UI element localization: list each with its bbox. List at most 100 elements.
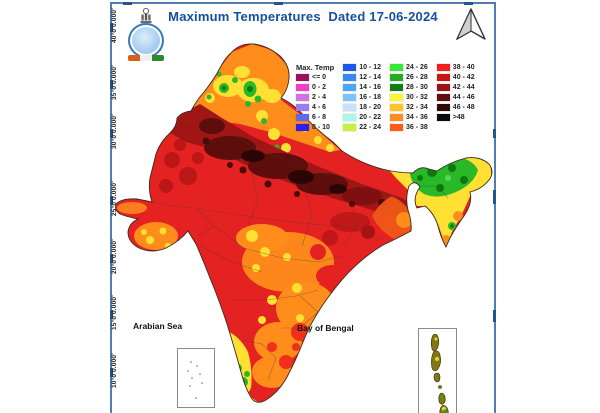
latitude-tick <box>110 129 113 138</box>
legend-entry: 46 - 48 <box>436 102 475 112</box>
legend-entry: >48 <box>436 112 475 122</box>
legend-label: 36 - 38 <box>406 123 428 131</box>
legend-col-2: 10 - 12 12 - 14 14 - 16 16 - 18 18 - 20 20 - … <box>343 62 381 132</box>
legend-header: Max. Temp <box>296 62 334 72</box>
legend-label: 26 - 28 <box>406 73 428 81</box>
legend-label: 12 - 14 <box>359 73 381 81</box>
longitude-tick <box>464 2 473 5</box>
legend-swatch-icon <box>436 103 450 111</box>
legend-swatch-icon <box>390 113 403 121</box>
legend-entry: <= 0 <box>296 72 334 82</box>
legend-label: 44 - 46 <box>452 93 475 101</box>
legend-swatch-icon <box>390 83 403 91</box>
legend-label: 42 - 44 <box>452 83 475 91</box>
legend-entry: 8 - 10 <box>296 122 334 132</box>
imd-globe-icon <box>128 23 164 58</box>
legend-label: 22 - 24 <box>359 123 381 131</box>
legend-label: 4 - 6 <box>312 103 327 111</box>
legend-entry: 44 - 46 <box>436 92 475 102</box>
latitude-tick <box>110 80 113 89</box>
longitude-tick <box>274 2 283 5</box>
legend-entry: 6 - 8 <box>296 112 334 122</box>
legend-swatch-icon <box>390 93 403 101</box>
legend-swatch-icon <box>436 63 450 71</box>
legend-entry: 40 - 42 <box>436 72 475 82</box>
legend-label: 10 - 12 <box>359 63 381 71</box>
legend-label: 34 - 36 <box>406 113 428 121</box>
ashoka-emblem-icon <box>140 7 152 24</box>
legend-entry: 4 - 6 <box>296 102 334 112</box>
legend-label: Max. Temp <box>296 62 335 72</box>
legend-swatch-icon <box>343 93 357 101</box>
legend-label: 0 - 2 <box>312 83 327 91</box>
latitude-tick <box>110 196 113 205</box>
legend-label: 28 - 30 <box>406 83 428 91</box>
latitude-tick <box>493 129 496 138</box>
legend-entry: 16 - 18 <box>343 92 381 102</box>
legend-label: 30 - 32 <box>406 93 428 101</box>
latitude-label: 15°0'0.000' <box>111 295 118 331</box>
legend-label: 38 - 40 <box>452 63 475 71</box>
north-arrow-icon <box>455 8 486 41</box>
lakshadweep-islands-icon <box>186 361 204 400</box>
legend-entry: 26 - 28 <box>390 72 428 82</box>
legend-col-4: 38 - 40 40 - 42 42 - 44 44 - 46 46 - 48 >48 <box>436 62 475 132</box>
latitude-tick <box>493 190 496 204</box>
legend-swatch-icon <box>436 83 450 91</box>
legend-label: <= 0 <box>312 73 327 81</box>
legend-swatch-icon <box>296 73 309 81</box>
legend-entry: 14 - 16 <box>343 82 381 92</box>
legend-entry: 30 - 32 <box>390 92 428 102</box>
legend-swatch-icon <box>343 103 357 111</box>
legend-label: 32 - 34 <box>406 103 428 111</box>
legend-label: >48 <box>452 113 465 121</box>
legend-swatch-icon <box>436 113 450 121</box>
legend-label: 14 - 16 <box>359 83 381 91</box>
latitude-label: 10°0'0.000' <box>111 353 118 389</box>
arabian-sea-label: Arabian Sea <box>133 321 183 331</box>
legend-swatch-icon <box>343 63 357 71</box>
legend-swatch-icon <box>390 73 403 81</box>
legend-swatch-icon <box>390 123 403 131</box>
legend-entry: 2 - 4 <box>296 92 334 102</box>
latitude-label: 25°0'0.000' <box>111 181 118 217</box>
latitude-tick <box>110 310 113 319</box>
legend-entry: 18 - 20 <box>343 102 381 112</box>
legend-swatch-icon <box>296 83 309 91</box>
legend-entry: 28 - 30 <box>390 82 428 92</box>
legend-label: 24 - 26 <box>406 63 428 71</box>
legend-entry: 22 - 24 <box>343 122 381 132</box>
tricolor-ribbon-icon <box>128 55 164 61</box>
legend-label: 46 - 48 <box>452 103 475 111</box>
legend-label: 16 - 18 <box>359 93 381 101</box>
page-title: Maximum Temperatures Dated 17-06-2024 <box>168 9 438 24</box>
legend-label: 40 - 42 <box>452 73 475 81</box>
legend-entry: 20 - 22 <box>343 112 381 122</box>
latitude-tick <box>110 254 113 263</box>
legend-swatch-icon <box>296 93 309 101</box>
latitude-tick <box>110 368 113 377</box>
legend-entry: 38 - 40 <box>436 62 475 72</box>
imd-logo <box>122 7 170 63</box>
latitude-label: 40°0'0.000' <box>111 8 118 44</box>
legend-swatch-icon <box>296 123 309 131</box>
latitude-label: 30°0'0.000' <box>111 114 118 150</box>
legend-entry: 10 - 12 <box>343 62 381 72</box>
legend-label: 2 - 4 <box>312 93 327 101</box>
latitude-tick <box>493 310 496 322</box>
legend-entry: 24 - 26 <box>390 62 428 72</box>
legend-label: 8 - 10 <box>312 123 330 131</box>
andaman-nicobar-inset <box>418 328 457 413</box>
legend-entry: 12 - 14 <box>343 72 381 82</box>
legend-swatch-icon <box>343 83 357 91</box>
longitude-tick <box>123 2 132 5</box>
legend-entry: 0 - 2 <box>296 82 334 92</box>
legend-swatch-icon <box>343 113 357 121</box>
legend-label: 18 - 20 <box>359 103 381 111</box>
legend-swatch-icon <box>436 73 450 81</box>
latitude-label: 20°0'0.000' <box>111 239 118 275</box>
legend-swatch-icon <box>343 73 357 81</box>
bay-of-bengal-label: Bay of Bengal <box>297 323 354 333</box>
